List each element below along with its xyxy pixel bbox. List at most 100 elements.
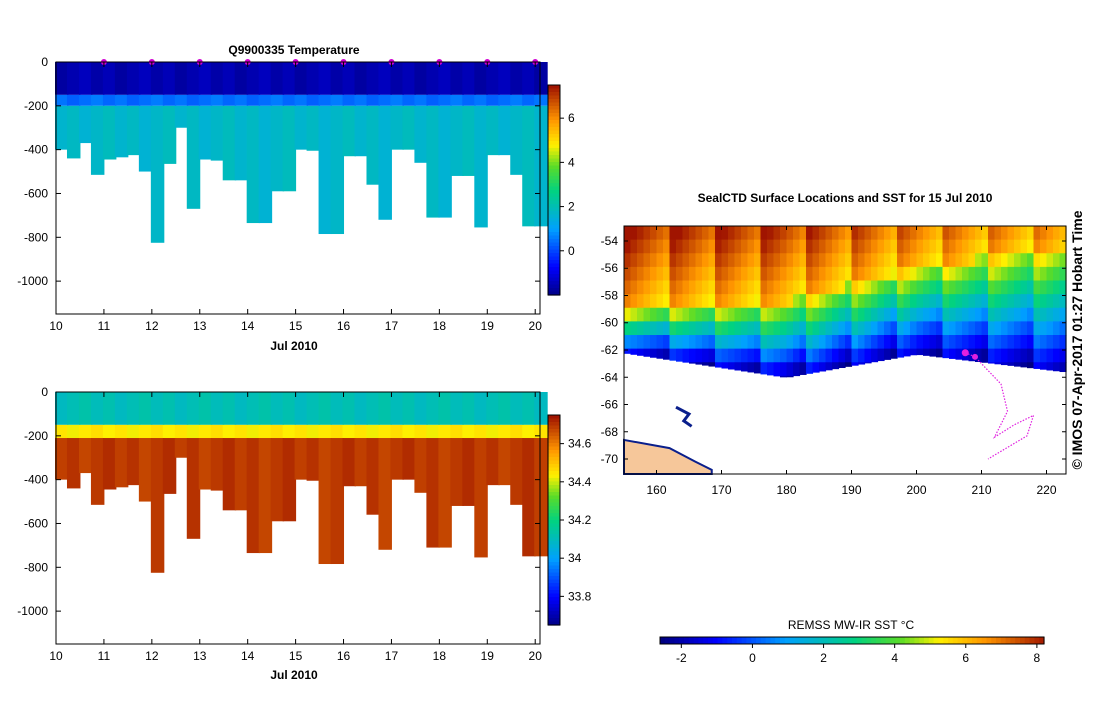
sst-cell <box>1020 335 1028 350</box>
sst-cell <box>864 266 872 282</box>
sst-cell <box>754 362 762 374</box>
sst-cell <box>786 307 794 322</box>
profile-cell <box>498 94 512 106</box>
profile-cell <box>522 392 536 425</box>
sst-cell <box>1027 266 1035 282</box>
sst-cell <box>955 266 963 282</box>
sst-cell <box>728 335 736 350</box>
profile-cell <box>246 392 261 425</box>
sst-cell <box>936 280 944 295</box>
sst-cell <box>890 239 898 254</box>
y-tick-label: -66 <box>601 398 619 412</box>
sst-cell <box>890 348 898 359</box>
colorbar-segment <box>794 637 800 644</box>
sst-cell <box>663 280 671 295</box>
sst-cell <box>845 335 853 350</box>
profile-cell <box>486 105 500 156</box>
sst-cell <box>676 348 684 362</box>
profile-cell <box>126 94 141 106</box>
sst-cell <box>773 266 781 282</box>
sst-cell <box>793 266 801 282</box>
colorbar-tick-label: 34 <box>568 551 582 565</box>
profile-cell <box>210 94 225 106</box>
sst-cell <box>708 239 716 254</box>
sst-cell <box>1033 307 1041 322</box>
sst-cell <box>1027 280 1035 295</box>
sst-cell <box>689 266 697 282</box>
sst-cell <box>689 280 697 295</box>
profile-cell <box>510 105 524 175</box>
sst-cell <box>949 226 957 241</box>
profile-cell <box>150 105 165 243</box>
sst-cell <box>754 321 762 336</box>
plot-frame <box>55 391 541 645</box>
sst-cell <box>897 348 905 358</box>
colorbar-tick-label: 2 <box>568 200 575 214</box>
x-tick-label: 12 <box>145 649 159 663</box>
colorbar-segment <box>548 439 560 444</box>
sst-cell <box>728 239 736 254</box>
profile-cell <box>78 438 93 474</box>
sst-cell <box>851 280 859 295</box>
seal-track <box>965 352 1035 460</box>
sst-cell <box>845 266 853 282</box>
sst-cell <box>812 362 820 373</box>
profile-cell <box>390 392 404 425</box>
profile-cell <box>210 438 225 491</box>
colorbar-segment <box>548 256 560 261</box>
sst-cell <box>858 239 866 254</box>
profile-cell <box>246 438 261 554</box>
sst-cell <box>897 307 905 322</box>
profile-cell <box>414 62 428 95</box>
sst-cell <box>942 280 950 295</box>
sst-cell <box>799 335 807 350</box>
sst-cell <box>845 321 853 336</box>
sst-cell <box>715 307 723 322</box>
colorbar-segment <box>548 263 560 268</box>
profile-cell <box>282 392 297 425</box>
colorbar-segment <box>548 607 560 612</box>
sst-cell <box>949 294 957 309</box>
sst-cell <box>747 307 755 322</box>
x-tick-label: 210 <box>971 483 991 497</box>
profile-cell <box>186 424 201 439</box>
sst-cell <box>897 335 905 350</box>
sst-cell <box>1053 226 1061 241</box>
sst-cell <box>825 335 833 350</box>
sst-cell <box>1020 362 1028 368</box>
colorbar-segment <box>548 548 560 553</box>
colorbar-segment <box>770 637 776 644</box>
sst-cell <box>656 321 664 336</box>
profile-cell <box>354 94 368 106</box>
profile-cell <box>342 438 357 487</box>
sst-cell <box>910 253 918 268</box>
colorbar-segment <box>548 151 560 156</box>
sst-cell <box>650 253 658 268</box>
sst-cell <box>695 280 703 295</box>
colorbar-segment <box>548 242 560 247</box>
profile-cell <box>55 62 69 95</box>
sst-cell <box>910 266 918 282</box>
profile-cell <box>510 62 524 95</box>
sst-cell <box>780 226 788 241</box>
profile-cell <box>522 438 536 557</box>
profile-cell <box>402 94 416 106</box>
sst-cell <box>643 321 651 336</box>
sst-cell <box>903 239 911 254</box>
sst-cell <box>786 239 794 254</box>
sst-cell <box>624 294 632 309</box>
profile-cell <box>174 105 189 128</box>
sst-cell <box>1046 280 1054 295</box>
sst-cell <box>1020 348 1028 363</box>
sst-cell <box>689 362 697 364</box>
profile-cell <box>498 424 512 439</box>
sst-cell <box>845 307 853 322</box>
sst-cell <box>1040 335 1048 350</box>
profile-cell <box>438 94 452 106</box>
sst-cell <box>734 362 742 371</box>
x-tick-label: 14 <box>241 649 255 663</box>
sst-cell <box>1001 335 1009 350</box>
sst-cell <box>708 307 716 322</box>
profile-cell <box>114 94 129 106</box>
colorbar-segment <box>548 446 560 451</box>
